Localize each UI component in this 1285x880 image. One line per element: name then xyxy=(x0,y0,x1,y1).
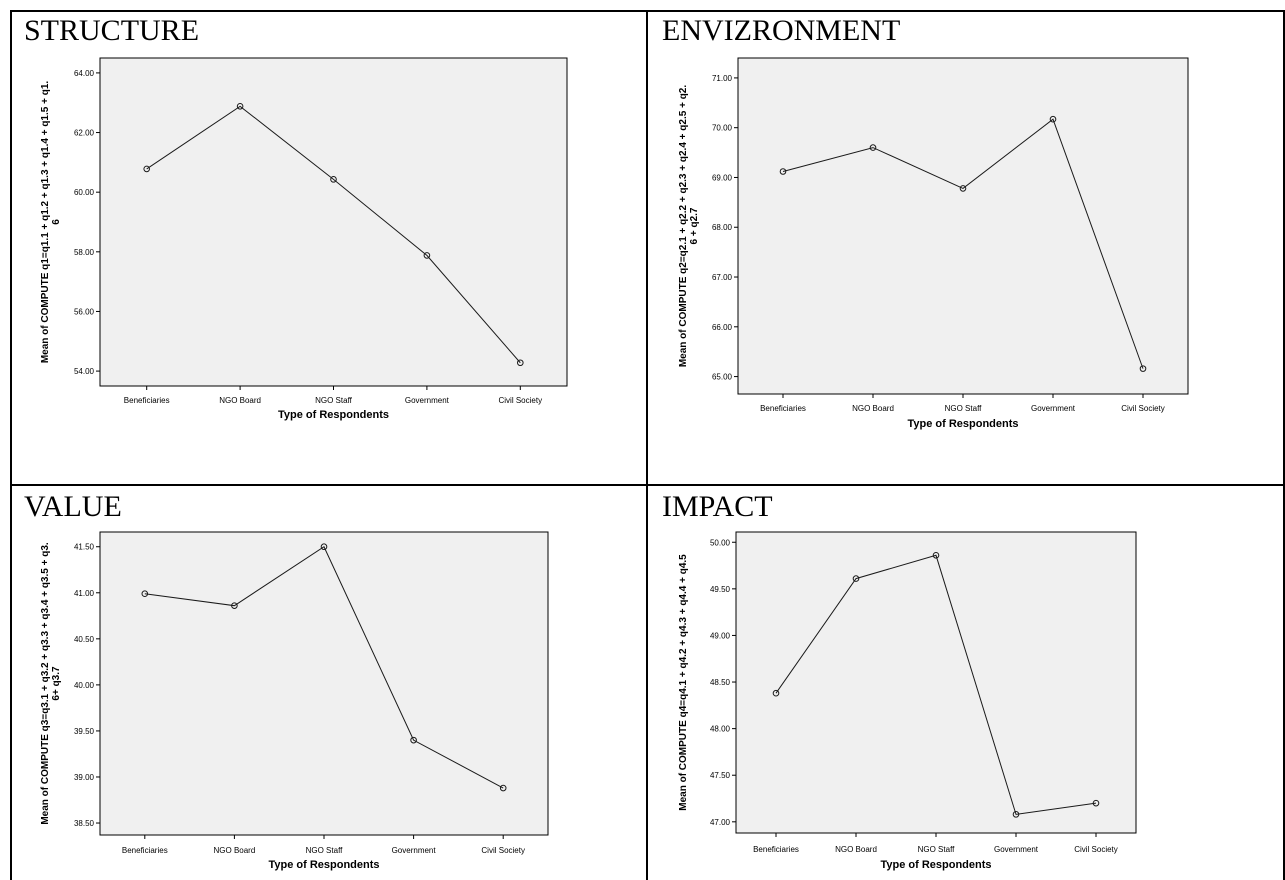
data-point xyxy=(1139,365,1147,372)
plot-area xyxy=(99,57,568,387)
grid-border-center xyxy=(646,10,648,880)
data-point xyxy=(410,736,417,744)
x-tick-label: Government xyxy=(405,396,450,405)
y-tick-label: 58.00 xyxy=(74,248,95,257)
data-point xyxy=(320,543,328,551)
grid-border-left xyxy=(10,10,12,880)
grid-border-right xyxy=(1283,10,1285,880)
x-axis-title: Type of Respondents xyxy=(880,859,991,871)
panel-title-impact: IMPACT xyxy=(662,490,773,523)
y-axis-title-line: Mean of COMPUTE q4=q4.1 + q4.2 + q4.3 + … xyxy=(678,554,689,811)
panel-title-structure: STRUCTURE xyxy=(24,14,200,47)
y-tick-label: 65.00 xyxy=(712,373,733,382)
y-axis-title-line: Mean of COMPUTE q1=q1.1 + q1.2 + q1.3 + … xyxy=(40,81,51,364)
data-point xyxy=(141,590,149,598)
x-tick-label: NGO Board xyxy=(214,846,256,855)
plot-area xyxy=(99,531,549,836)
y-tick-label: 47.50 xyxy=(710,771,731,780)
y-tick-label: 67.00 xyxy=(712,273,733,282)
x-tick-label: Government xyxy=(392,846,437,855)
data-point xyxy=(1012,811,1020,818)
y-tick-label: 48.00 xyxy=(710,725,731,734)
x-axis-title: Type of Respondents xyxy=(268,859,379,871)
x-axis-title: Type of Respondents xyxy=(907,418,1018,430)
x-tick-label: Government xyxy=(1031,404,1076,413)
y-tick-label: 71.00 xyxy=(712,74,733,83)
y-axis-title-line: Mean of COMPUTE q2=q2.1 + q2.2 + q2.3 + … xyxy=(678,85,689,368)
y-tick-label: 41.50 xyxy=(74,543,95,552)
series-line xyxy=(144,545,504,789)
data-point xyxy=(517,359,524,367)
data-point xyxy=(852,575,860,582)
x-tick-label: Beneficiaries xyxy=(124,396,170,405)
y-tick-label: 62.00 xyxy=(74,129,95,138)
data-point xyxy=(1049,115,1057,123)
x-tick-label: NGO Staff xyxy=(315,396,353,405)
y-tick-label: 60.00 xyxy=(74,188,95,197)
y-tick-label: 49.00 xyxy=(710,631,731,640)
x-tick-label: NGO Board xyxy=(219,396,261,405)
data-point xyxy=(959,185,967,192)
y-axis-title-line: 6 + q2.7 xyxy=(689,207,700,244)
data-point xyxy=(772,689,780,697)
y-tick-label: 64.00 xyxy=(74,69,95,78)
y-tick-label: 48.50 xyxy=(710,678,731,687)
y-tick-label: 40.50 xyxy=(74,635,95,644)
x-tick-label: Government xyxy=(994,845,1039,854)
y-tick-label: 38.50 xyxy=(74,819,95,828)
plot-area xyxy=(735,531,1137,834)
figure-grid xyxy=(10,10,1285,880)
data-point xyxy=(236,103,244,110)
x-tick-label: Civil Society xyxy=(1121,404,1165,413)
y-axis-title-line: 6 xyxy=(51,219,62,225)
y-tick-label: 70.00 xyxy=(712,124,733,133)
x-tick-label: Civil Society xyxy=(481,846,525,855)
y-tick-label: 66.00 xyxy=(712,323,733,332)
y-tick-label: 39.50 xyxy=(74,727,95,736)
x-tick-label: Beneficiaries xyxy=(753,845,799,854)
y-tick-label: 50.00 xyxy=(710,538,731,547)
data-point xyxy=(330,176,337,183)
x-tick-label: NGO Staff xyxy=(306,846,344,855)
series-line xyxy=(146,105,521,364)
y-tick-label: 49.50 xyxy=(710,585,731,594)
data-point xyxy=(423,252,431,259)
data-point xyxy=(779,168,787,175)
y-tick-label: 41.00 xyxy=(74,589,95,598)
panel-title-environment: ENVIZRONMENT xyxy=(662,14,901,47)
data-point xyxy=(499,784,507,792)
y-axis-title-line: Mean of COMPUTE q3=q3.1 + q3.2 + q3.3 + … xyxy=(40,542,51,825)
y-tick-label: 47.00 xyxy=(710,818,731,827)
x-axis-title: Type of Respondents xyxy=(278,409,389,421)
x-tick-label: Beneficiaries xyxy=(760,404,806,413)
x-tick-label: Beneficiaries xyxy=(122,846,168,855)
y-axis-title-line: 6+ q3.7 xyxy=(51,666,62,701)
data-point xyxy=(1092,799,1100,807)
y-tick-label: 39.00 xyxy=(74,773,95,782)
y-tick-label: 40.00 xyxy=(74,681,95,690)
x-tick-label: NGO Board xyxy=(835,845,877,854)
x-tick-label: NGO Board xyxy=(852,404,894,413)
y-tick-label: 68.00 xyxy=(712,223,733,232)
x-tick-label: Civil Society xyxy=(499,396,543,405)
x-tick-label: NGO Staff xyxy=(918,845,956,854)
x-tick-label: Civil Society xyxy=(1074,845,1118,854)
data-point xyxy=(231,602,238,609)
data-point xyxy=(869,144,877,151)
x-tick-label: NGO Staff xyxy=(945,404,983,413)
panel-title-value: VALUE xyxy=(24,490,122,523)
data-point xyxy=(143,165,150,173)
y-tick-label: 69.00 xyxy=(712,173,733,182)
y-tick-label: 56.00 xyxy=(74,307,95,316)
y-tick-label: 54.00 xyxy=(74,367,95,376)
series-line xyxy=(782,118,1144,369)
data-point xyxy=(932,551,940,559)
series-line xyxy=(775,554,1097,815)
